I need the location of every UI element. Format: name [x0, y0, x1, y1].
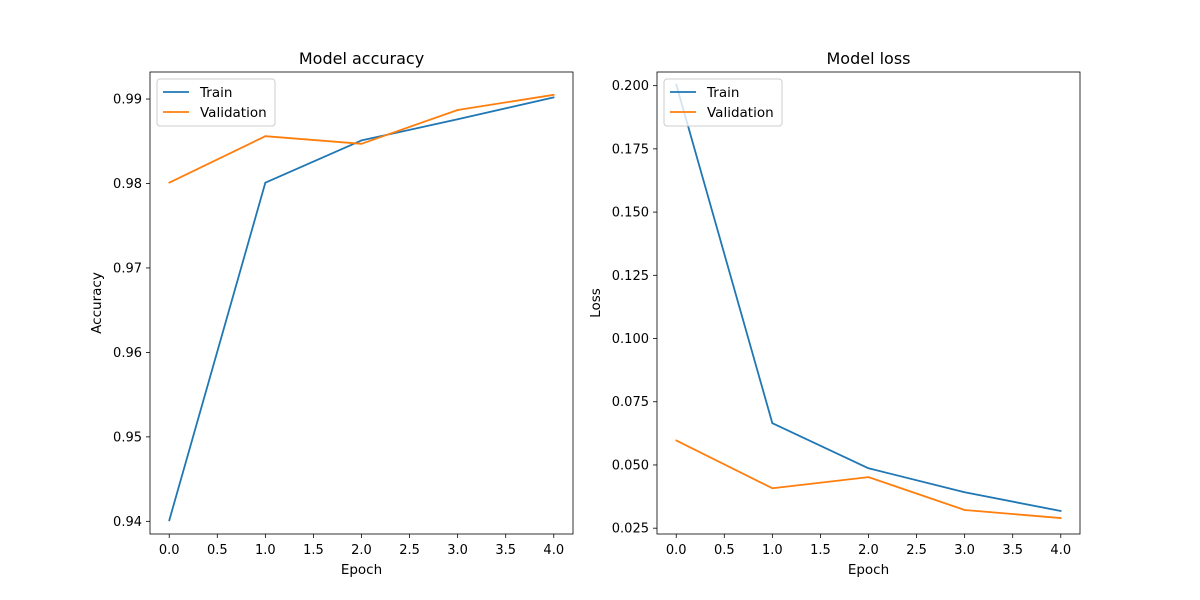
accuracy-validation-point: [456, 109, 459, 111]
loss-y-tick-label: 0.050: [612, 458, 649, 473]
accuracy-validation-point: [168, 181, 171, 184]
loss-plot-area: [656, 71, 1081, 535]
accuracy-y-tick-label: 0.96: [113, 346, 142, 361]
accuracy-train-point: [456, 118, 459, 121]
loss-y-tick-label: 0.075: [612, 395, 649, 410]
loss-validation-point: [675, 439, 678, 442]
accuracy-x-tick-label: 4.0: [543, 543, 564, 558]
accuracy-x-tick-label: 1.0: [255, 543, 276, 558]
accuracy-chart: 0.0 0.5 1.0 1.5 2.0 2.5 3.0 3.5 4.0 0.94 0.95 0.96 0…: [89, 49, 574, 578]
loss-y-tick-label: 0.200: [612, 79, 649, 94]
loss-y-tick-label: 0.100: [612, 332, 649, 347]
loss-y-tick-label: 0.125: [612, 269, 649, 284]
loss-y-tick-label: 0.150: [612, 206, 649, 221]
accuracy-legend-validation-label: Validation: [200, 105, 267, 121]
loss-x-tick-label: 0.0: [666, 543, 687, 558]
accuracy-validation-point: [264, 135, 267, 138]
loss-y-tick-label: 0.175: [612, 142, 649, 157]
accuracy-x-tick-label: 2.5: [399, 543, 420, 558]
loss-x-tick-label: 1.0: [762, 543, 783, 558]
loss-y-axis-label: Loss: [588, 288, 604, 318]
loss-x-tick-label: 2.5: [906, 543, 927, 558]
loss-legend: [663, 78, 783, 127]
accuracy-plot-area: [149, 71, 574, 535]
loss-y-tick-label: 0.025: [612, 522, 649, 537]
loss-x-tick-label: 0.5: [714, 543, 735, 558]
accuracy-x-tick-label: 0.0: [159, 543, 180, 558]
accuracy-validation-point: [360, 142, 363, 145]
accuracy-y-tick-label: 0.95: [113, 430, 142, 445]
accuracy-y-tick-label: 0.94: [113, 515, 142, 530]
loss-x-tick-label: 3.0: [954, 543, 975, 558]
loss-legend-train-label: Train: [706, 85, 739, 101]
loss-validation-point: [867, 476, 870, 479]
loss-x-tick-label: 1.5: [810, 543, 831, 558]
accuracy-y-tick-label: 0.97: [113, 261, 142, 276]
accuracy-chart-title: Model accuracy: [299, 49, 424, 68]
loss-train-point: [867, 467, 870, 470]
accuracy-y-tick-label: 0.99: [113, 93, 142, 108]
accuracy-x-tick-label: 0.5: [207, 543, 228, 558]
accuracy-x-tick-label: 1.5: [303, 543, 324, 558]
loss-chart: 0.0 0.5 1.0 1.5 2.0 2.5 3.0 3.5 4.0 0.025 0.050 0.0…: [588, 49, 1081, 578]
loss-validation-point: [771, 487, 774, 490]
accuracy-train-point: [552, 96, 555, 99]
loss-chart-title: Model loss: [826, 49, 910, 68]
accuracy-legend-train-label: Train: [199, 85, 232, 101]
loss-x-tick-label: 2.0: [858, 543, 879, 558]
accuracy-legend: [156, 78, 276, 127]
loss-train-point: [963, 491, 966, 494]
accuracy-x-tick-label: 3.5: [495, 543, 516, 558]
loss-validation-point: [963, 509, 966, 511]
loss-x-tick-label: 3.5: [1002, 543, 1023, 558]
loss-train-point: [1059, 510, 1062, 512]
accuracy-y-tick-label: 0.98: [113, 177, 142, 192]
loss-x-axis-label: Epoch: [848, 562, 889, 578]
accuracy-train-point: [168, 519, 171, 522]
loss-validation-point: [1059, 517, 1062, 519]
loss-legend-validation-label: Validation: [707, 105, 774, 121]
accuracy-y-axis-label: Accuracy: [89, 272, 105, 334]
accuracy-x-tick-label: 3.0: [447, 543, 468, 558]
accuracy-x-tick-label: 2.0: [351, 543, 372, 558]
accuracy-x-axis-label: Epoch: [341, 562, 382, 578]
accuracy-validation-point: [552, 93, 555, 96]
loss-x-tick-label: 4.0: [1050, 543, 1071, 558]
accuracy-train-point: [360, 139, 363, 142]
loss-train-point: [771, 422, 774, 425]
accuracy-train-point: [264, 181, 267, 184]
